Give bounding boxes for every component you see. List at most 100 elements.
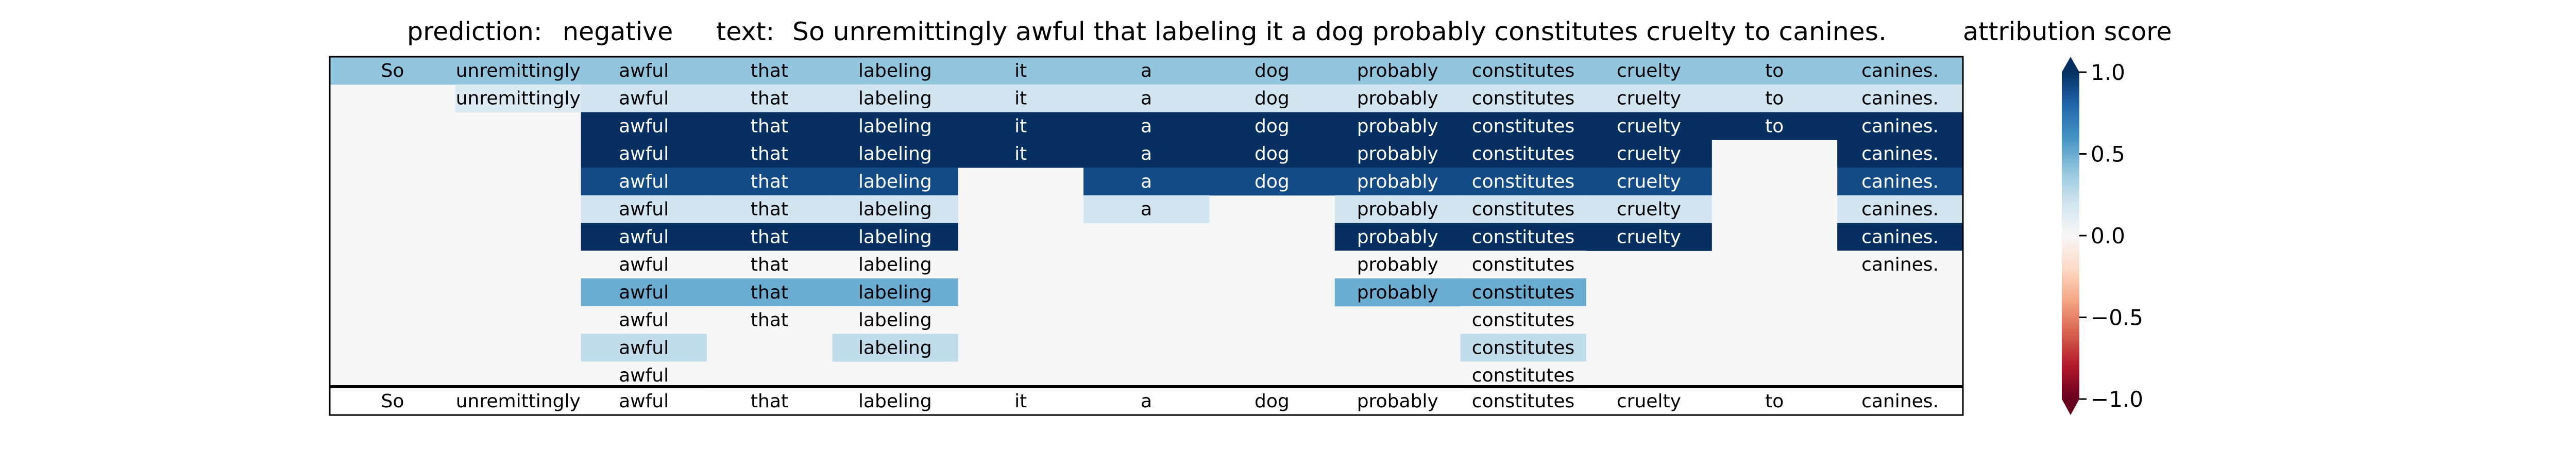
prediction-label: prediction: [407,17,542,46]
heatmap-cell [581,361,707,390]
cell-token-label: awful [619,143,669,164]
cell-token-label: awful [619,254,669,275]
cell-token-label: dog [1255,88,1290,109]
cell-token-label: probably [1357,60,1438,81]
cell-token-label: constitutes [1472,365,1574,386]
heatmap-cell [1837,84,1963,112]
cell-token-label: labeling [858,60,932,81]
heatmap-cell [581,223,707,251]
heatmap-cell [1460,195,1586,223]
cell-token-label: unremittingly [456,88,581,109]
cell-token-label: awful [619,171,669,192]
cell-token-label: labeling [858,171,932,192]
heatmap-cell [832,168,958,196]
cell-token-label: labeling [858,310,932,331]
cell-token-label: labeling [858,88,932,109]
cell-token-label: probably [1357,199,1438,220]
heatmap-cell [1209,168,1335,196]
heatmap-cell [1837,251,1963,279]
heatmap-cell [1209,57,1335,85]
heatmap-cell [706,278,833,307]
prediction-value: negative [563,17,673,46]
heatmap-cell [1083,195,1210,223]
colorbar: 1.0 0.5 0.0 −0.5 −1.0 [2062,57,2143,415]
bottom-token-label: dog [1255,391,1290,412]
heatmap-cell [1586,195,1712,223]
heatmap-cell [958,84,1084,112]
cell-token-label: canines. [1861,60,1939,81]
cell-token-label: dog [1255,171,1290,192]
heatmap-cell [1083,140,1210,168]
cell-token-label: dog [1255,60,1290,81]
bottom-token-label: probably [1357,391,1438,412]
cell-token-label: awful [619,115,669,137]
cell-token-label: canines. [1861,171,1939,192]
heatmap-cell [1837,57,1963,85]
heatmap-cell [581,57,707,85]
cell-token-label: labeling [858,115,932,137]
cell-token-label: a [1141,171,1152,192]
bottom-token-row: So unremittingly awful that labeling it a dog pr… [381,391,1939,412]
heatmap-cell [706,306,833,334]
heatmap-cell [1711,84,1838,112]
heatmap-cell [1209,84,1335,112]
colorbar-tick-label: 0.5 [2091,142,2125,167]
heatmap-cell [455,57,582,85]
cell-token-label: probably [1357,143,1438,164]
colorbar-label: attribution score [1963,17,2172,46]
cell-token-label: canines. [1861,254,1939,275]
heatmap-cell [1083,84,1210,112]
cell-token-label: canines. [1861,115,1939,137]
heatmap-cell [581,112,707,140]
heatmap-cell [706,84,833,112]
cell-token-label: labeling [858,226,932,247]
heatmap-cell [1586,140,1712,168]
cell-token-label: to [1765,88,1784,109]
heatmap-cell [1837,112,1963,140]
bottom-token-label: awful [619,391,669,412]
text-value: So unremittingly awful that labeling it … [792,17,1887,46]
heatmap-cell [1083,168,1210,196]
cell-token-label: canines. [1861,199,1939,220]
cell-token-label: to [1765,115,1784,137]
heatmap-cell [581,334,707,362]
cell-token-label: labeling [858,254,932,275]
cell-token-label: labeling [858,143,932,164]
cell-token-label: that [751,254,788,275]
cell-token-label: unremittingly [456,60,581,81]
cell-token-label: a [1141,115,1152,137]
cell-token-label: awful [619,88,669,109]
colorbar-tick-label: 1.0 [2091,60,2125,85]
heatmap-cell [1460,361,1586,390]
heatmap-cell [832,251,958,279]
cell-token-label: constitutes [1472,60,1574,81]
heatmap-cell [958,57,1084,85]
heatmap-cell [958,112,1084,140]
cell-token-label: cruelty [1617,60,1681,81]
cell-token-label: that [751,115,788,137]
cell-token-label: constitutes [1472,337,1574,358]
heatmap-cell [1586,168,1712,196]
heatmap-cell [1586,57,1712,85]
cell-token-label: labeling [858,337,932,358]
cell-token-label: it [1014,88,1027,109]
cell-token-label: awful [619,60,669,81]
cell-token-label: constitutes [1472,143,1574,164]
colorbar-tick-label: 0.0 [2091,223,2125,248]
heatmap-cell [1586,84,1712,112]
cell-token-label: to [1765,60,1784,81]
cell-token-label: that [751,226,788,247]
cell-token-label: a [1141,143,1152,164]
cell-token-label: cruelty [1617,171,1681,192]
cell-token-label: a [1141,88,1152,109]
bottom-token-label: to [1765,391,1784,412]
heatmap-cell [1334,223,1461,251]
cell-token-label: constitutes [1472,254,1574,275]
heatmap-cell-labels: So unremittingly awful that labeling it a dog pr… [381,60,1939,386]
colorbar-tick-label: −1.0 [2091,387,2143,412]
cell-token-label: canines. [1861,143,1939,164]
cell-token-label: a [1141,60,1152,81]
heatmap-cell [832,278,958,307]
heatmap-cell [1460,112,1586,140]
cell-token-label: probably [1357,115,1438,137]
